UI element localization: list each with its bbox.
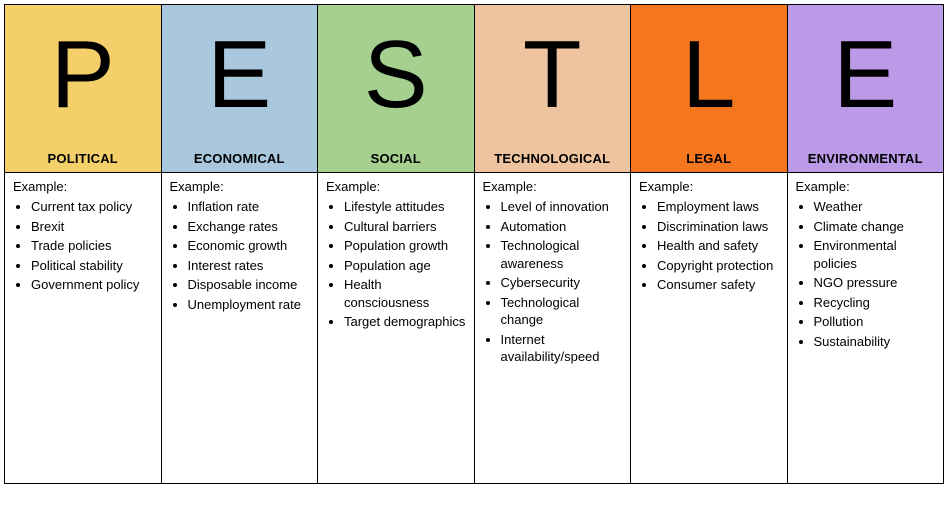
list-item: Disposable income [188, 276, 312, 294]
list-item: Unemployment rate [188, 296, 312, 314]
list-item: Population age [344, 257, 468, 275]
column-examples: Example: Lifestyle attitudes Cultural barr… [318, 173, 474, 483]
column-title: TECHNOLOGICAL [475, 145, 631, 173]
list-item: Cultural barriers [344, 218, 468, 236]
list-item: Sustainability [814, 333, 938, 351]
column-examples: Example: Weather Climate changeEnvironment… [788, 173, 944, 483]
column-title: LEGAL [631, 145, 787, 173]
column-letter: S [318, 5, 474, 145]
list-item: Pollution [814, 313, 938, 331]
list-item: Automation [501, 218, 625, 236]
example-list: Lifestyle attitudesCultural barriersPopu… [326, 198, 468, 331]
list-item: Discrimination laws [657, 218, 781, 236]
column-letter: E [788, 5, 944, 145]
list-item: Weather [814, 198, 938, 216]
list-item: NGO pressure [814, 274, 938, 292]
example-label: Example: [483, 179, 625, 194]
pestle-column: LLEGAL Example: Employment laws Discriminat… [631, 5, 788, 483]
example-list: Current tax policy BrexitTrade policies Po… [13, 198, 155, 294]
list-item: Inflation rate [188, 198, 312, 216]
list-item: Target demographics [344, 313, 468, 331]
list-item: Interest rates [188, 257, 312, 275]
example-list: Inflation rate Exchange ratesEconomic gro… [170, 198, 312, 313]
list-item: Technological change [501, 294, 625, 329]
list-item: Political stability [31, 257, 155, 275]
column-letter: E [162, 5, 318, 145]
list-item: Recycling [814, 294, 938, 312]
list-item: Lifestyle attitudes [344, 198, 468, 216]
list-item: Environmental policies [814, 237, 938, 272]
column-examples: Example: Current tax policy BrexitTrade po… [5, 173, 161, 483]
pestle-column: SSOCIAL Example: Lifestyle attitudes Cultur… [318, 5, 475, 483]
list-item: Government policy [31, 276, 155, 294]
pestle-column: EENVIRONMENTAL Example: Weather Climate cha… [788, 5, 944, 483]
example-list: Level of innovationAutomationTechnologic… [483, 198, 625, 366]
pestle-column: TTECHNOLOGICAL Example: Level of innovatio… [475, 5, 632, 483]
column-letter: T [475, 5, 631, 145]
list-item: Health and safety [657, 237, 781, 255]
column-examples: Example: Employment laws Discrimination la… [631, 173, 787, 483]
pestle-infographic: PPOLITICAL Example: Current tax policy Brex… [4, 4, 944, 484]
list-item: Brexit [31, 218, 155, 236]
list-item: Climate change [814, 218, 938, 236]
list-item: Trade policies [31, 237, 155, 255]
list-item: Current tax policy [31, 198, 155, 216]
example-label: Example: [326, 179, 468, 194]
column-title: POLITICAL [5, 145, 161, 173]
column-examples: Example:Level of innovationAutomationTec… [475, 173, 631, 483]
column-letter: P [5, 5, 161, 145]
pestle-column: EECONOMICAL Example: Inflation rate Exchang… [162, 5, 319, 483]
example-list: Weather Climate changeEnvironmental polic… [796, 198, 938, 350]
example-label: Example: [639, 179, 781, 194]
list-item: Economic growth [188, 237, 312, 255]
list-item: Cybersecurity [501, 274, 625, 292]
column-letter: L [631, 5, 787, 145]
list-item: Level of innovation [501, 198, 625, 216]
list-item: Health consciousness [344, 276, 468, 311]
list-item: Technological awareness [501, 237, 625, 272]
column-title: ENVIRONMENTAL [788, 145, 944, 173]
example-label: Example: [13, 179, 155, 194]
column-title: SOCIAL [318, 145, 474, 173]
column-examples: Example: Inflation rate Exchange ratesEcon… [162, 173, 318, 483]
list-item: Internet availability/speed [501, 331, 625, 366]
pestle-column: PPOLITICAL Example: Current tax policy Brex… [5, 5, 162, 483]
example-label: Example: [170, 179, 312, 194]
list-item: Copyright protection [657, 257, 781, 275]
list-item: Exchange rates [188, 218, 312, 236]
column-title: ECONOMICAL [162, 145, 318, 173]
list-item: Employment laws [657, 198, 781, 216]
list-item: Consumer safety [657, 276, 781, 294]
example-list: Employment laws Discrimination lawsHealth… [639, 198, 781, 294]
example-label: Example: [796, 179, 938, 194]
list-item: Population growth [344, 237, 468, 255]
